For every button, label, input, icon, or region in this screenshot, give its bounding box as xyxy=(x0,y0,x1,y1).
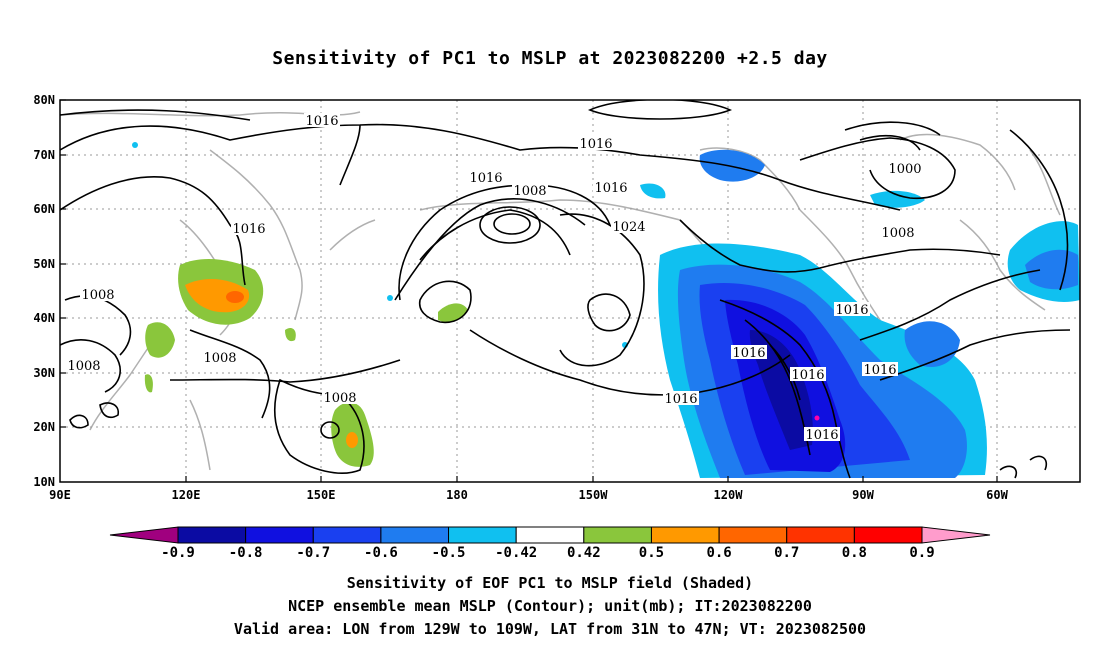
contour-label: 1016 xyxy=(469,171,502,186)
caption-line-3: Valid area: LON from 129W to 109W, LAT f… xyxy=(233,620,867,638)
contour-label-bg xyxy=(578,136,614,150)
colorbar xyxy=(109,526,991,544)
contour-label-bg xyxy=(231,221,267,235)
contour-label-bg xyxy=(834,302,870,316)
contour-label-bg xyxy=(304,113,340,127)
contour-label-bg xyxy=(322,390,358,404)
contour-label-bg xyxy=(663,391,699,405)
colorbar-segment xyxy=(718,526,788,544)
colorbar-tick-label: 0.5 xyxy=(639,545,664,561)
contour-label-bg xyxy=(611,219,647,233)
colorbar-tick-label: -0.9 xyxy=(161,545,195,561)
contour-label-bg xyxy=(593,180,629,194)
colorbar-segment xyxy=(177,526,247,544)
contour-label: 1016 xyxy=(579,137,612,152)
colorbar-segment xyxy=(583,526,652,544)
lon-tick-label: 120E xyxy=(172,488,201,502)
contour-label: 1016 xyxy=(305,114,338,129)
contour-label-bg xyxy=(790,367,826,381)
contour-label-bg xyxy=(731,345,767,359)
figure-title: Sensitivity of PC1 to MSLP at 2023082200… xyxy=(272,48,828,69)
contour-label-bg xyxy=(887,161,923,175)
contour-label-bg xyxy=(80,287,116,301)
colorbar-tick-label: 0.9 xyxy=(909,545,934,561)
contour-label: 1000 xyxy=(888,162,921,177)
contour-label: 1008 xyxy=(203,351,236,366)
colorbar-tick-label: -0.7 xyxy=(296,545,330,561)
lat-tick-label: 30N xyxy=(33,366,55,380)
colorbar-tick-label: 0.42 xyxy=(567,545,601,561)
map-frame xyxy=(59,99,1081,483)
lon-tick-label: 180 xyxy=(446,488,468,502)
contour-label: 1016 xyxy=(232,222,265,237)
contour-label: 1024 xyxy=(612,220,645,235)
contour-label-bg xyxy=(202,350,238,364)
lon-tick-label: 150E xyxy=(307,488,336,502)
lat-tick-label: 40N xyxy=(33,311,55,325)
caption-line-2: NCEP ensemble mean MSLP (Contour); unit(… xyxy=(288,597,812,615)
colorbar-segment xyxy=(650,526,720,544)
negative-sensitivity-shading xyxy=(132,142,1080,478)
colorbar-segment xyxy=(245,526,314,544)
colorbar-right-triangle xyxy=(921,526,991,544)
contour-label: 1016 xyxy=(594,181,627,196)
colorbar-segment xyxy=(853,526,923,544)
colorbar-tick-label: -0.5 xyxy=(432,545,466,561)
lat-tick-label: 70N xyxy=(33,148,55,162)
contour-label-bg xyxy=(804,427,840,441)
contour-label: 1016 xyxy=(791,368,824,383)
positive-sensitivity-shading xyxy=(144,258,820,467)
lon-tick-label: 60W xyxy=(986,488,1008,502)
contour-label-bg xyxy=(880,225,916,239)
colorbar-labels: -0.9 -0.8 -0.7 -0.6 -0.5 -0.42 0.42 0.5 0.6 0.7 0.… xyxy=(161,545,935,561)
contour-label-bg xyxy=(512,183,548,197)
lat-tick-label: 80N xyxy=(33,93,55,107)
colorbar-left-triangle xyxy=(109,526,179,544)
contour-label: 1008 xyxy=(323,391,356,406)
mslp-contours xyxy=(60,100,1071,479)
contour-label: 1008 xyxy=(881,226,914,241)
colorbar-segment xyxy=(448,526,517,544)
lat-tick-label: 20N xyxy=(33,420,55,434)
contour-label: 1016 xyxy=(805,428,838,443)
lat-tick-label: 50N xyxy=(33,257,55,271)
lon-tick-label: 90W xyxy=(852,488,874,502)
contour-label: 1016 xyxy=(835,303,868,318)
colorbar-segment xyxy=(515,526,585,544)
contour-label: 1008 xyxy=(513,184,546,199)
colorbar-tick-label: -0.6 xyxy=(364,545,398,561)
contour-label-bg xyxy=(468,170,504,184)
colorbar-tick-label: 0.7 xyxy=(774,545,799,561)
lat-tick-label: 10N xyxy=(33,475,55,489)
lon-tick-label: 90E xyxy=(49,488,71,502)
colorbar-tick-label: 0.8 xyxy=(842,545,867,561)
axis-ticks xyxy=(60,99,998,482)
colorbar-segment xyxy=(380,526,450,544)
colorbar-tick-label: 0.6 xyxy=(706,545,731,561)
lat-tick-label: 60N xyxy=(33,202,55,216)
colorbar-segment xyxy=(786,526,855,544)
contour-label: 1016 xyxy=(732,346,765,361)
lon-tick-label: 150W xyxy=(579,488,609,502)
colorbar-tick-label: -0.8 xyxy=(229,545,263,561)
contour-label: 1008 xyxy=(67,359,100,374)
contour-label: 1016 xyxy=(664,392,697,407)
colorbar-tick-label: -0.42 xyxy=(495,545,537,561)
contour-labels: 1016 1016 1016 1008 1016 1024 1016 1000 1008 1016… xyxy=(66,113,923,443)
contour-label-bg xyxy=(862,362,898,376)
colorbar-segment xyxy=(312,526,382,544)
contour-label-bg xyxy=(66,358,102,372)
contour-label: 1016 xyxy=(863,363,896,378)
caption-line-1: Sensitivity of EOF PC1 to MSLP field (Sh… xyxy=(346,574,754,592)
contour-label: 1008 xyxy=(81,288,114,303)
lon-tick-label: 120W xyxy=(714,488,744,502)
